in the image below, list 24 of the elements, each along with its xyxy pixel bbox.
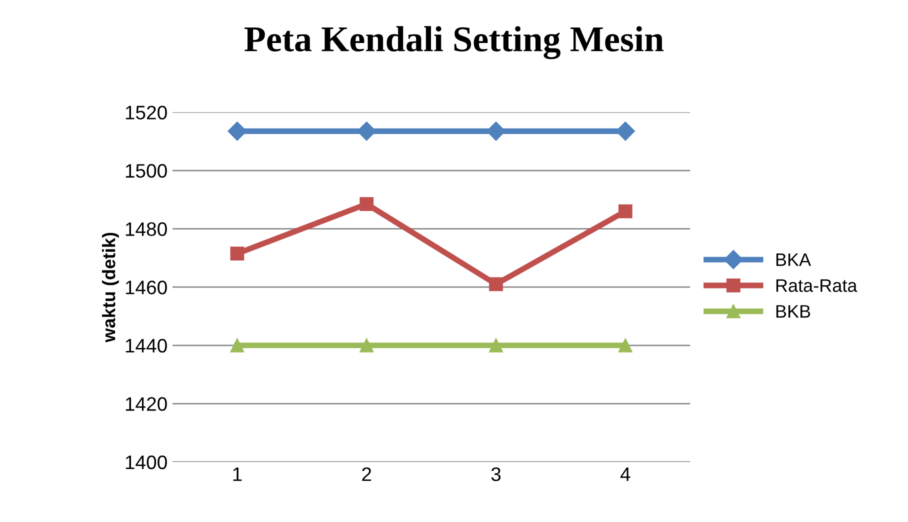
y-tick-label: 1500	[126, 164, 167, 178]
point	[489, 277, 503, 292]
y-tick-label: 1460	[126, 280, 167, 294]
x-tick-label: 3	[491, 467, 501, 482]
point	[489, 338, 503, 352]
point	[360, 338, 374, 352]
point	[230, 246, 244, 261]
x-tick-label: 2	[362, 467, 372, 481]
x-tick-label: 1	[233, 468, 242, 481]
y-tick-label: 1400	[126, 455, 167, 470]
point	[618, 338, 632, 352]
y-tick-label: 1440	[126, 338, 167, 353]
point	[360, 197, 374, 211]
legend-label: Rata-Rata	[776, 279, 858, 292]
x-tick-label: 4	[620, 468, 630, 481]
chart-title: Peta Kendali Setting Mesin	[244, 26, 664, 60]
y-axis-title: waktu (detik)	[102, 232, 119, 342]
point	[230, 338, 244, 352]
legend-label: BKB	[776, 305, 810, 318]
y-tick-label: 1420	[126, 397, 167, 411]
y-tick-label: 1520	[126, 106, 167, 120]
y-tick-label: 1480	[126, 222, 167, 236]
legend-label: BKA	[776, 253, 812, 266]
point	[618, 204, 632, 218]
